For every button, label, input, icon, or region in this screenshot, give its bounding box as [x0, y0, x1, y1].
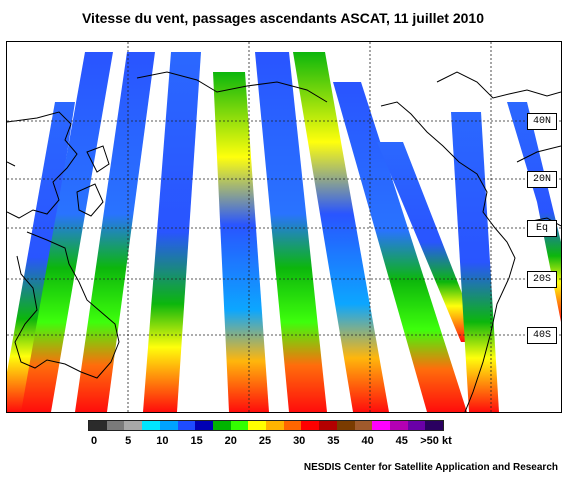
colorbar-segment	[89, 421, 107, 430]
colorbar-tick-label: 15	[190, 435, 203, 447]
wind-speed-map: 40N 20N Eq 20S 40S	[6, 41, 562, 413]
colorbar-tick-label: 10	[156, 435, 169, 447]
colorbar-tick-label: 45	[395, 435, 408, 447]
colorbar-tick-label: 5	[125, 435, 132, 447]
colorbar-segment	[106, 421, 125, 430]
lat-label-40n: 40N	[527, 113, 557, 130]
lat-label-20n: 20N	[527, 171, 557, 188]
colorbar-segment	[124, 421, 143, 430]
lat-label-40s: 40S	[527, 327, 557, 344]
colorbar-segment	[372, 421, 390, 430]
colorbar-segment	[230, 421, 249, 430]
colorbar-segment	[354, 421, 373, 430]
colorbar-segment	[389, 421, 408, 430]
colorbar-segment	[195, 421, 213, 430]
colorbar-segment	[212, 421, 231, 430]
colorbar-segment	[159, 421, 178, 430]
colorbar-tick-label: 0	[90, 435, 98, 447]
colorbar-tick-label: 20	[224, 435, 237, 447]
colorbar-segment	[319, 421, 337, 430]
colorbar-segment	[142, 421, 160, 430]
map-svg	[7, 42, 561, 412]
graticule	[7, 42, 561, 412]
colorbar-segment	[283, 421, 302, 430]
wind-speed-colorbar	[88, 420, 444, 431]
lat-label-eq: Eq	[527, 220, 557, 237]
coastlines	[7, 71, 561, 412]
swaths	[7, 52, 561, 412]
colorbar-segment	[336, 421, 355, 430]
colorbar-segment	[425, 421, 444, 430]
colorbar-segment	[301, 421, 320, 430]
lat-label-20s: 20S	[527, 271, 557, 288]
colorbar-segment	[407, 421, 426, 430]
map-title: Vitesse du vent, passages ascendants ASC…	[81, 10, 485, 26]
colorbar-tick-label: 25	[258, 435, 272, 447]
colorbar-segment	[177, 421, 196, 430]
colorbar-tick-label: 35	[327, 435, 340, 447]
source-credit: NESDIS Center for Satellite Application …	[303, 462, 558, 473]
colorbar-tick-label: 30	[293, 435, 306, 447]
colorbar-tick-label: 40	[361, 435, 374, 447]
colorbar-segment	[266, 421, 284, 430]
colorbar-segment	[248, 421, 267, 430]
colorbar-tick-label: >50 kt	[420, 435, 452, 447]
